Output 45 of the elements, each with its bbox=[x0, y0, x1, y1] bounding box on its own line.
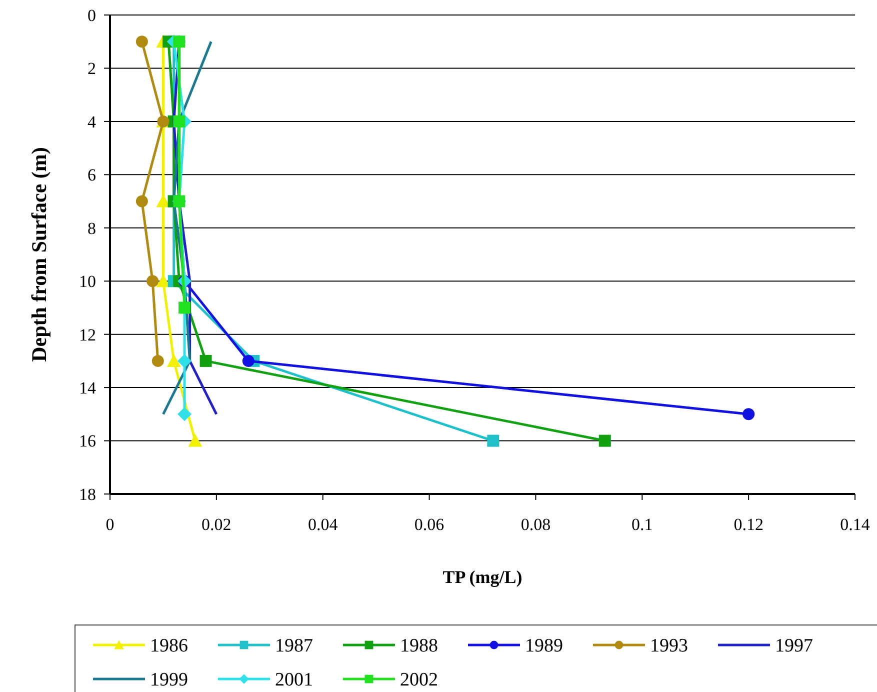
point bbox=[146, 275, 159, 288]
point bbox=[156, 194, 170, 208]
point bbox=[178, 302, 190, 314]
point bbox=[598, 434, 611, 447]
legend-label: 1993 bbox=[650, 636, 688, 657]
y-tick-label: 0 bbox=[88, 6, 96, 25]
y-tick-label: 14 bbox=[79, 378, 96, 398]
x-tick-label: 0.12 bbox=[734, 515, 764, 534]
x-tick-label: 0.04 bbox=[308, 515, 338, 534]
point bbox=[242, 354, 254, 367]
y-tick-label: 6 bbox=[88, 166, 96, 185]
x-tick-label: 0.14 bbox=[840, 515, 870, 534]
y-tick-label: 4 bbox=[88, 112, 96, 132]
point bbox=[200, 354, 212, 367]
point bbox=[136, 36, 148, 48]
legend-label: 1997 bbox=[775, 636, 813, 657]
x-tick-label: 0.08 bbox=[520, 515, 551, 534]
legend-label: 1987 bbox=[275, 636, 313, 657]
point bbox=[152, 354, 164, 367]
legend-label: 1999 bbox=[150, 670, 188, 691]
point bbox=[136, 195, 148, 208]
y-tick-label: 2 bbox=[88, 59, 96, 78]
x-tick-label: 0 bbox=[106, 515, 114, 534]
point bbox=[156, 274, 170, 288]
point bbox=[188, 434, 202, 447]
legend-label: 1988 bbox=[400, 636, 438, 657]
y-tick-label: 8 bbox=[88, 218, 96, 238]
point bbox=[178, 354, 192, 368]
point bbox=[742, 408, 755, 420]
legend-label: 1986 bbox=[150, 636, 188, 657]
point bbox=[166, 354, 181, 367]
y-tick-label: 16 bbox=[79, 432, 96, 451]
y-axis-title: Depth from Surface (m) bbox=[27, 147, 51, 362]
point bbox=[487, 434, 500, 447]
legend-label: 2001 bbox=[275, 670, 313, 691]
y-tick-label: 10 bbox=[79, 272, 96, 292]
legend-label: 2002 bbox=[400, 670, 438, 691]
point bbox=[178, 407, 192, 422]
y-tick-label: 18 bbox=[79, 484, 96, 504]
x-tick-label: 0.1 bbox=[632, 515, 653, 534]
x-tick-label: 0.06 bbox=[414, 515, 444, 534]
legend-label: 1989 bbox=[525, 636, 563, 657]
x-tick-label: 0.02 bbox=[202, 515, 232, 534]
x-axis-title: TP (mg/L) bbox=[442, 567, 522, 587]
y-tick-label: 12 bbox=[79, 325, 96, 344]
